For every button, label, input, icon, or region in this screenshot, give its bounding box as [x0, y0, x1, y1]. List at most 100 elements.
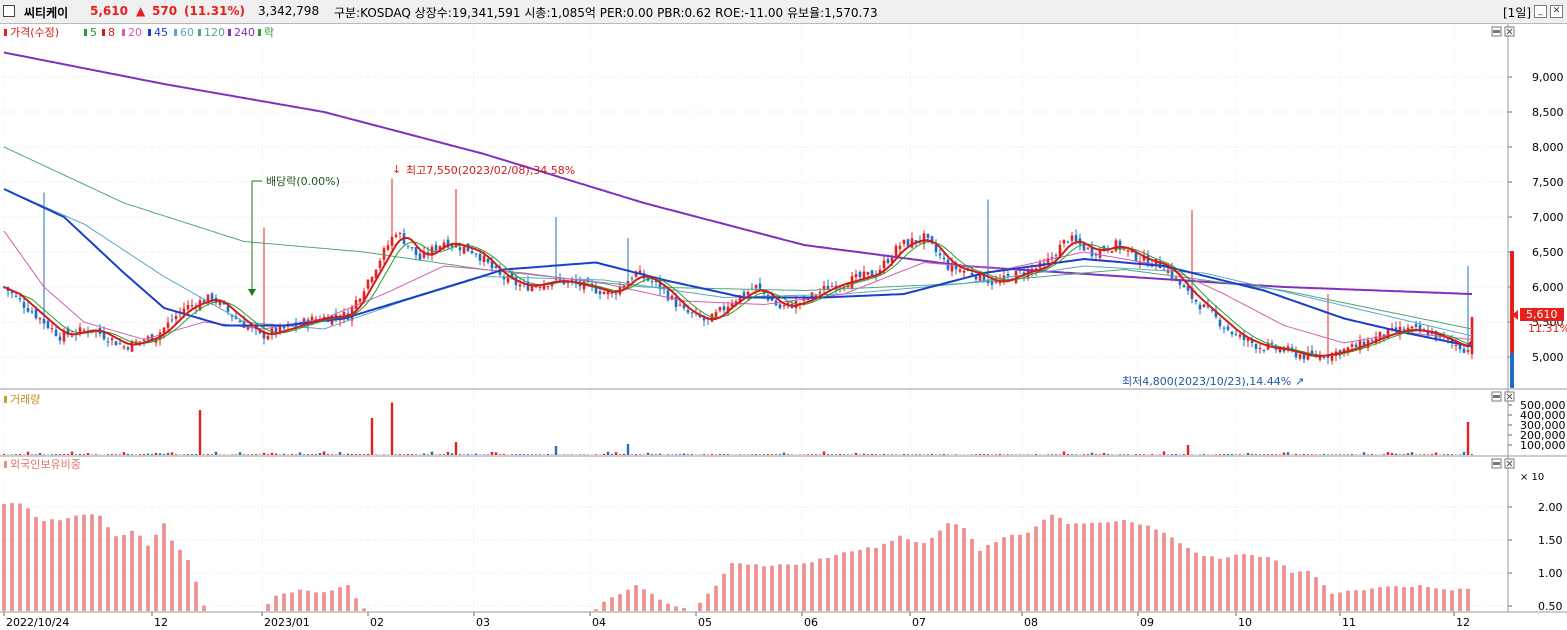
foreign-bar [1378, 587, 1382, 611]
volume-bar [534, 454, 538, 455]
volume-bar [58, 454, 62, 455]
foreign-bar [778, 564, 782, 611]
candle-body [810, 292, 814, 299]
foreign-bar [266, 603, 270, 611]
candle-body [458, 247, 462, 251]
candle-body [1014, 271, 1018, 283]
candle-body [378, 260, 382, 268]
foreign-bar [1306, 570, 1310, 611]
volume-bar [1162, 451, 1166, 455]
foreign-bar [1162, 532, 1166, 611]
volume-bar [974, 454, 978, 455]
volume-bar [362, 454, 366, 455]
candle-body [386, 245, 390, 250]
foreign-bar [1354, 590, 1358, 611]
volume-bar [82, 454, 86, 455]
volume-bar [322, 451, 326, 455]
foreign-bar [714, 585, 718, 611]
minimize-button[interactable]: _ [1534, 5, 1547, 18]
foreign-bar [306, 590, 310, 611]
volume-bar [410, 454, 414, 455]
candle-body [934, 244, 938, 252]
foreign-bar [1146, 525, 1150, 611]
candle-body [1394, 327, 1398, 332]
x-tick-label: 2022/10/24 [6, 616, 69, 629]
candle-body [1370, 340, 1374, 342]
candle-body [470, 250, 474, 254]
foreign-bar [298, 589, 302, 611]
candle-body [1430, 332, 1434, 334]
foreign-bar [914, 541, 918, 611]
period-selector[interactable]: [1일] [1503, 6, 1532, 20]
foreign-bar [882, 543, 886, 611]
foreign-bar [1066, 523, 1070, 611]
volume-bar [370, 418, 374, 455]
volume-bar [150, 454, 154, 455]
volume-tick-label: 400,000 [1520, 409, 1566, 422]
foreign-bar [954, 524, 958, 611]
candle-body [1446, 338, 1450, 340]
candle-body [490, 260, 494, 269]
volume-bar [678, 454, 682, 455]
candle-body [126, 347, 130, 350]
candle-body [722, 306, 726, 311]
foreign-bar [1154, 529, 1158, 611]
volume-bar [614, 452, 618, 455]
candle-body [1110, 250, 1114, 253]
candle-body [50, 327, 54, 329]
foreign-bar [682, 608, 686, 611]
volume-bar [346, 453, 350, 455]
foreign-bar [1450, 590, 1454, 611]
candle-body [1222, 327, 1226, 329]
volume-bar [554, 446, 558, 455]
volume-bar [402, 454, 406, 455]
select-checkbox[interactable] [3, 5, 15, 17]
foreign-bar [738, 563, 742, 611]
candle-body [1418, 325, 1422, 332]
candle-body [730, 303, 734, 307]
candle-body [1466, 350, 1470, 352]
foreign-bar [930, 537, 934, 611]
candle-body [1318, 354, 1322, 360]
candle-body [434, 244, 438, 251]
candle-body [1310, 350, 1314, 355]
price-legend: 가격(수정) 5 8 20 45 60 120 240 락 [4, 26, 274, 39]
candle-body [870, 270, 874, 277]
volume-bar [1126, 454, 1130, 455]
volume-bar [646, 452, 650, 455]
price-tick-label: 6,500 [1532, 246, 1564, 259]
candle-body [206, 294, 210, 304]
volume-bar [66, 454, 70, 455]
foreign-bar [18, 503, 22, 611]
volume-bar [1422, 454, 1426, 455]
volume-bar [1462, 451, 1466, 455]
volume-bar [1006, 454, 1010, 455]
foreign-bar [890, 540, 894, 611]
candle-body [1046, 258, 1050, 263]
candle-body [1354, 344, 1358, 348]
volume-bar [1350, 454, 1354, 455]
close-button[interactable]: ✕ [1550, 5, 1563, 18]
foreign-bar [1034, 526, 1038, 611]
volume-bars [2, 402, 1474, 455]
candle-body [510, 272, 514, 279]
foreign-bar [1002, 537, 1006, 611]
candle-body [674, 296, 678, 307]
candle-body [138, 341, 142, 343]
price-tick-label: 9,000 [1532, 71, 1564, 84]
volume-bar [1294, 453, 1298, 455]
candle-body [1186, 286, 1190, 291]
volume-bar [874, 454, 878, 455]
volume-bar [2, 454, 6, 455]
candle-body [1386, 329, 1390, 339]
volume-bar [74, 454, 78, 455]
candle-body [994, 281, 998, 283]
volume-bar [1226, 454, 1230, 455]
volume-bar [1258, 454, 1262, 455]
candle-body [106, 341, 110, 343]
volume-bar [1094, 454, 1098, 455]
candle-body [606, 290, 610, 295]
candle-body [258, 329, 262, 334]
candle-body [1002, 275, 1006, 282]
foreign-tick-label: 1.00 [1538, 567, 1563, 580]
